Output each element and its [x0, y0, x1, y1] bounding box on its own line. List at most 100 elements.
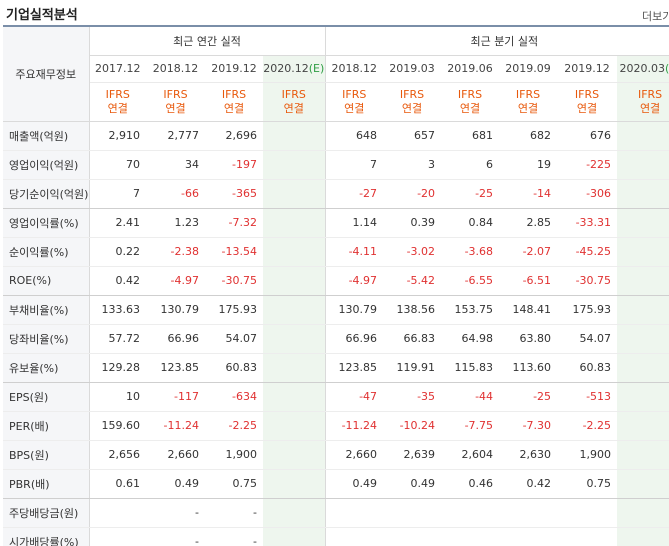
estimate-mark: (E) [665, 62, 669, 75]
ifrs-line: IFRS [457, 87, 483, 101]
data-cell: -27 [324, 179, 384, 209]
data-cell: -5.42 [383, 266, 442, 296]
period-label: 2018.12 [152, 62, 199, 75]
ifrs-consolidated-label: IFRS 연결 [383, 82, 442, 122]
row-label: 주당배당금(원) [3, 498, 90, 528]
data-cell: 175.93 [205, 295, 263, 325]
period-label: 2017.12 [95, 62, 141, 75]
row-label: 당좌비율(%) [3, 324, 90, 354]
data-cell: 682 [499, 121, 558, 151]
data-cell [617, 208, 669, 238]
quarterly-period-header: 2019.03 [383, 55, 442, 83]
data-cell: 119.91 [383, 353, 442, 383]
data-cell: 0.61 [89, 469, 146, 499]
period-label: 2019.12 [211, 62, 257, 75]
more-link[interactable]: 더보기 [642, 10, 669, 23]
consolidated-line: 연결 [165, 101, 186, 115]
data-cell [263, 150, 326, 180]
corner-label: 주요재무정보 [3, 26, 90, 122]
data-cell: -4.97 [146, 266, 205, 296]
data-cell [617, 469, 669, 499]
ifrs-consolidated-label: IFRS 연결 [324, 82, 384, 122]
data-cell: -2.38 [146, 237, 205, 267]
data-cell: 10 [89, 382, 146, 412]
table-row: PER(배) 159.60 -11.24 -2.25 -11.24 -10.24 -7.75… [3, 411, 669, 441]
period-label: 2019.09 [505, 62, 551, 75]
data-cell: 0.46 [441, 469, 500, 499]
data-cell [441, 498, 500, 528]
row-label: 영업이익률(%) [3, 208, 90, 238]
data-cell: -6.55 [441, 266, 500, 296]
data-cell [617, 440, 669, 470]
data-cell: -225 [557, 150, 618, 180]
data-cell: 2,656 [89, 440, 146, 470]
period-label: 2020.12 [263, 62, 309, 75]
data-cell: 64.98 [441, 324, 500, 354]
row-label: 영업이익(억원) [3, 150, 90, 180]
table-row: BPS(원) 2,656 2,660 1,900 2,660 2,639 2,604 2,63… [3, 440, 669, 470]
data-cell: -30.75 [557, 266, 618, 296]
data-cell: 159.60 [89, 411, 146, 441]
consolidated-line: 연결 [223, 101, 245, 115]
data-cell: 66.96 [324, 324, 384, 354]
data-cell: -365 [205, 179, 263, 209]
data-cell [557, 498, 618, 528]
table-row: ROE(%) 0.42 -4.97 -30.75 -4.97 -5.42 -6.55 -6.5… [3, 266, 669, 296]
data-cell [617, 121, 669, 151]
data-cell: 1.14 [324, 208, 384, 238]
data-cell: -117 [146, 382, 205, 412]
data-cell [617, 295, 669, 325]
data-cell [89, 498, 146, 528]
data-cell: 676 [557, 121, 618, 151]
table-row: EPS(원) 10 -117 -634 -47 -35 -44 -25 -513 [3, 382, 669, 412]
data-cell: 60.83 [557, 353, 618, 383]
data-cell: 7 [324, 150, 384, 180]
period-label: 2018.12 [331, 62, 378, 75]
data-cell: 138.56 [383, 295, 442, 325]
data-cell [324, 498, 384, 528]
data-cell [324, 527, 384, 546]
data-cell [263, 208, 326, 238]
data-cell [263, 440, 326, 470]
ifrs-line: IFRS [281, 87, 306, 101]
row-label: 유보율(%) [3, 353, 90, 383]
data-cell: 129.28 [89, 353, 146, 383]
data-cell: 0.49 [383, 469, 442, 499]
financial-summary-table-wrap: 주요재무정보 최근 연간 실적 최근 분기 실적 2017.12 2018.12 2… [3, 25, 669, 546]
data-cell: -3.68 [441, 237, 500, 267]
row-label: PBR(배) [3, 469, 90, 499]
data-cell [263, 353, 326, 383]
data-cell: 113.60 [499, 353, 558, 383]
data-cell: -197 [205, 150, 263, 180]
data-cell: 2,696 [205, 121, 263, 151]
data-cell [263, 324, 326, 354]
data-cell: 2,630 [499, 440, 558, 470]
data-cell [263, 121, 326, 151]
row-label: 순이익률(%) [3, 237, 90, 267]
data-cell [617, 179, 669, 209]
data-cell [89, 527, 146, 546]
consolidated-line: 연결 [639, 101, 661, 115]
table-row: 시가배당률(%) - - [3, 527, 669, 546]
data-cell: - [205, 527, 263, 546]
data-cell: 175.93 [557, 295, 618, 325]
data-cell: 153.75 [441, 295, 500, 325]
consolidated-line: 연결 [107, 101, 128, 115]
data-cell: 60.83 [205, 353, 263, 383]
data-cell [617, 411, 669, 441]
consolidated-line: 연결 [344, 101, 365, 115]
data-cell: -14 [499, 179, 558, 209]
quarterly-period-header: 2019.12 [557, 55, 618, 83]
consolidated-line: 연결 [283, 101, 304, 115]
data-cell: 66.83 [383, 324, 442, 354]
table-row: 당기순이익(억원) 7 -66 -365 -27 -20 -25 -14 -306 [3, 179, 669, 209]
period-label: 2019.03 [389, 62, 435, 75]
ifrs-consolidated-label: IFRS 연결 [441, 82, 500, 122]
data-cell: 0.42 [499, 469, 558, 499]
table-row: PBR(배) 0.61 0.49 0.75 0.49 0.49 0.46 0.42 0.75 [3, 469, 669, 499]
data-cell: 19 [499, 150, 558, 180]
data-cell [263, 295, 326, 325]
annual-period-header: 2020.12(E) [263, 55, 326, 83]
data-cell [557, 527, 618, 546]
data-cell: 57.72 [89, 324, 146, 354]
